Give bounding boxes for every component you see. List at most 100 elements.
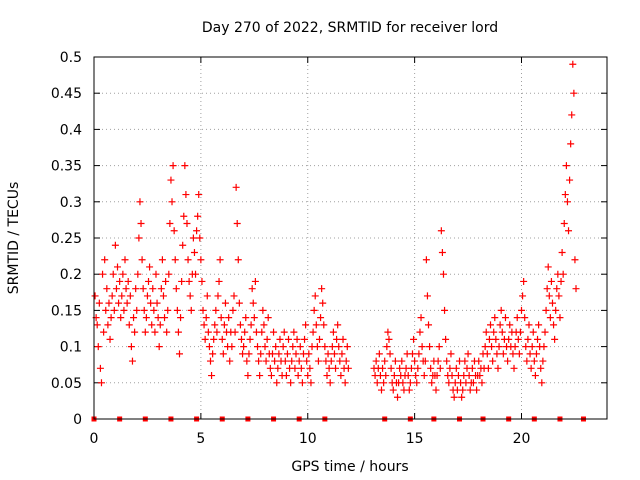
data-point bbox=[199, 306, 207, 314]
data-point bbox=[229, 306, 237, 314]
data-point bbox=[280, 328, 288, 336]
data-point bbox=[118, 292, 126, 300]
data-point bbox=[530, 357, 538, 365]
data-point bbox=[411, 357, 419, 365]
y-tick-label: 0.15 bbox=[51, 303, 82, 319]
data-point bbox=[167, 176, 175, 184]
data-point bbox=[100, 328, 108, 336]
data-point bbox=[505, 335, 513, 343]
data-point bbox=[325, 364, 333, 372]
data-point bbox=[305, 350, 313, 358]
data-point bbox=[250, 314, 258, 322]
data-point bbox=[404, 372, 412, 380]
data-point bbox=[275, 350, 283, 358]
data-point bbox=[215, 277, 223, 285]
data-point bbox=[132, 285, 140, 293]
data-point bbox=[154, 314, 162, 322]
data-point bbox=[396, 364, 404, 372]
data-point bbox=[109, 270, 117, 278]
data-point bbox=[240, 343, 248, 351]
data-point bbox=[239, 350, 247, 358]
data-point bbox=[289, 343, 297, 351]
data-point bbox=[133, 306, 141, 314]
data-point bbox=[465, 372, 473, 380]
data-point bbox=[516, 328, 524, 336]
data-point bbox=[492, 335, 500, 343]
data-point bbox=[469, 379, 477, 387]
data-point bbox=[436, 364, 444, 372]
data-point bbox=[260, 321, 268, 329]
data-point bbox=[116, 277, 124, 285]
data-point bbox=[91, 292, 99, 300]
data-point bbox=[161, 314, 169, 322]
data-point bbox=[206, 357, 214, 365]
data-point bbox=[491, 314, 499, 322]
data-point bbox=[550, 321, 558, 329]
data-point bbox=[183, 220, 191, 228]
data-point bbox=[115, 299, 123, 307]
data-point bbox=[151, 328, 159, 336]
data-point bbox=[473, 386, 481, 394]
data-point bbox=[251, 277, 259, 285]
data-point bbox=[306, 364, 314, 372]
data-point bbox=[519, 292, 527, 300]
data-point bbox=[179, 241, 187, 249]
data-point bbox=[248, 285, 256, 293]
data-point bbox=[212, 306, 220, 314]
data-point bbox=[538, 379, 546, 387]
data-point bbox=[509, 350, 517, 358]
data-point bbox=[204, 328, 212, 336]
data-point bbox=[448, 372, 456, 380]
data-point bbox=[434, 357, 442, 365]
data-point bbox=[318, 285, 326, 293]
data-point bbox=[302, 321, 310, 329]
data-point bbox=[389, 386, 397, 394]
data-point bbox=[142, 314, 150, 322]
data-point bbox=[383, 343, 391, 351]
data-point bbox=[342, 357, 350, 365]
data-point bbox=[379, 364, 387, 372]
data-point bbox=[547, 277, 555, 285]
data-point bbox=[372, 357, 380, 365]
data-point bbox=[545, 292, 553, 300]
data-point bbox=[235, 299, 243, 307]
data-point bbox=[414, 364, 422, 372]
grid bbox=[94, 57, 607, 419]
data-point bbox=[173, 306, 181, 314]
data-point bbox=[303, 357, 311, 365]
data-point bbox=[413, 379, 421, 387]
data-point bbox=[489, 357, 497, 365]
data-point bbox=[319, 299, 327, 307]
data-point bbox=[499, 350, 507, 358]
data-point bbox=[231, 328, 239, 336]
data-point bbox=[111, 241, 119, 249]
data-point bbox=[543, 285, 551, 293]
data-point bbox=[501, 314, 509, 322]
data-point bbox=[314, 357, 322, 365]
y-tick-label: 0.25 bbox=[51, 231, 82, 247]
data-point bbox=[264, 314, 272, 322]
data-point bbox=[485, 335, 493, 343]
data-point bbox=[526, 350, 534, 358]
data-point bbox=[298, 379, 306, 387]
data-point bbox=[542, 306, 550, 314]
data-point bbox=[267, 372, 275, 380]
data-point bbox=[112, 285, 120, 293]
data-point bbox=[181, 162, 189, 170]
data-point bbox=[394, 393, 402, 401]
data-point bbox=[535, 321, 543, 329]
data-point bbox=[93, 321, 101, 329]
data-point bbox=[317, 314, 325, 322]
axes: 0 0.05 0.1 0.15 0.2 0.25 0.3 0.35 0.4 0.45 0.5 0 5 10… bbox=[51, 50, 607, 447]
data-point bbox=[140, 306, 148, 314]
data-point bbox=[336, 357, 344, 365]
data-point bbox=[556, 314, 564, 322]
data-point bbox=[143, 292, 151, 300]
data-point bbox=[97, 379, 105, 387]
data-point bbox=[104, 321, 112, 329]
data-point bbox=[338, 350, 346, 358]
data-point bbox=[162, 277, 170, 285]
data-point bbox=[242, 314, 250, 322]
data-point bbox=[196, 234, 204, 242]
data-point bbox=[316, 335, 324, 343]
